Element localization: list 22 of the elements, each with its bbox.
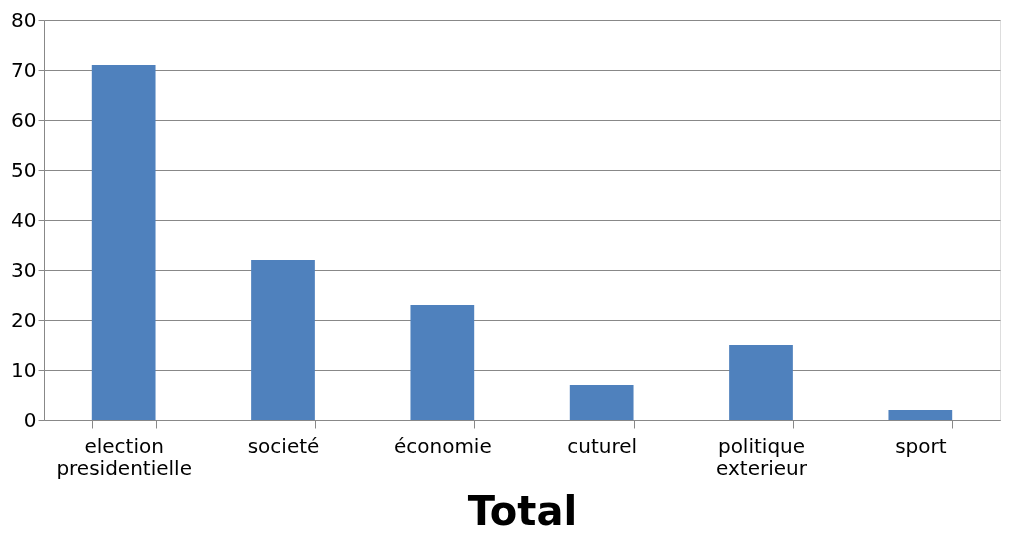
x-tick-label: économie xyxy=(393,433,492,458)
x-tick-label: election presidentielle xyxy=(56,433,192,480)
y-tick-label: 50 xyxy=(11,157,37,182)
x-tick-label: societé xyxy=(247,433,320,458)
bar xyxy=(251,260,315,420)
y-tick-label: 60 xyxy=(11,107,37,132)
bar xyxy=(569,385,634,420)
x-axis-title: Total xyxy=(467,487,578,534)
bar xyxy=(729,345,793,420)
bar xyxy=(888,410,953,420)
y-tick-label: 20 xyxy=(11,307,37,332)
y-tick-label: 80 xyxy=(11,7,37,32)
bar xyxy=(410,305,475,420)
x-tick-label: politique exterieur xyxy=(716,433,808,480)
x-tick-label: cuturel xyxy=(567,433,638,458)
y-tick-label: 0 xyxy=(23,407,37,432)
y-tick-label: 70 xyxy=(11,57,37,82)
y-tick-label: 10 xyxy=(11,357,37,382)
x-tick-label: sport xyxy=(895,433,947,458)
y-tick-label: 30 xyxy=(11,257,37,282)
y-tick-label: 40 xyxy=(11,207,37,232)
bar xyxy=(91,65,156,420)
